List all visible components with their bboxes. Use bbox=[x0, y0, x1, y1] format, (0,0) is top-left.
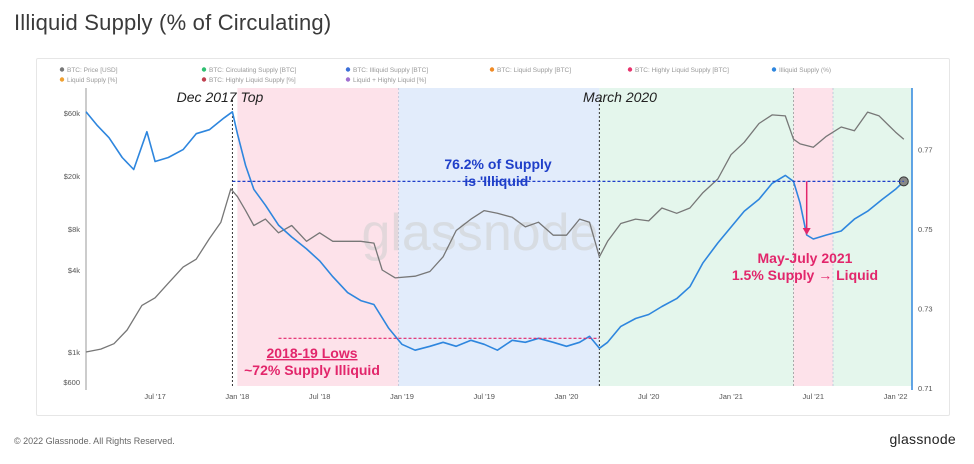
x-tick-label: Jan '19 bbox=[390, 392, 414, 401]
legend-item-label: BTC: Highly Liquid Supply [BTC] bbox=[635, 67, 729, 74]
series-line-btc-price-usd- bbox=[85, 111, 905, 353]
legend-marker bbox=[771, 67, 777, 72]
legend-item-label: Illiquid Supply (%) bbox=[779, 67, 831, 74]
legend-marker bbox=[489, 67, 495, 72]
page-title: Illiquid Supply (% of Circulating) bbox=[14, 10, 332, 35]
legend-item-label: Liquid Supply [%] bbox=[67, 77, 117, 84]
x-tick-label: Jan '20 bbox=[554, 392, 578, 401]
legend-item-label: BTC: Liquid Supply [BTC] bbox=[497, 67, 571, 74]
x-tick-label: Jan '18 bbox=[225, 392, 249, 401]
annotation-supply_762-line-0: 76.2% of Supply bbox=[444, 156, 552, 172]
y-left-tick-label: $1k bbox=[68, 348, 80, 357]
shaded-region-4 bbox=[833, 88, 912, 386]
axes: Jul '17 Jan '18 Jul '18 Jan '19 Jul '19 Jan '… bbox=[63, 109, 932, 401]
y-left-tick-label: $8k bbox=[68, 225, 80, 234]
mayjuly-arrow-head bbox=[802, 228, 811, 236]
event-lines: Dec 2017 Top March 2020 bbox=[85, 88, 913, 390]
series-line-illiquid-supply- bbox=[85, 111, 905, 352]
annotation-supply_762-line-1: is 'Illiquid' bbox=[464, 173, 531, 189]
x-tick-label: Jul '21 bbox=[803, 392, 824, 401]
annotation-mayjuly-line-1: 1.5% Supply → Liquid bbox=[732, 267, 878, 283]
reference-lines bbox=[232, 180, 904, 339]
x-tick-label: Jan '22 bbox=[884, 392, 908, 401]
x-tick-label: Jul '19 bbox=[473, 392, 494, 401]
x-tick-label: Jan '21 bbox=[719, 392, 743, 401]
event-label-0: Dec 2017 Top bbox=[177, 89, 264, 105]
legend-marker bbox=[345, 67, 351, 72]
legend-marker bbox=[201, 67, 207, 72]
shaded-region-0 bbox=[237, 88, 399, 386]
legend-marker bbox=[201, 77, 207, 82]
y-left-tick-label: $600 bbox=[63, 378, 80, 387]
legend-marker bbox=[59, 77, 65, 82]
x-tick-label: Jul '20 bbox=[638, 392, 659, 401]
shaded-region-3 bbox=[793, 88, 834, 386]
annotation-mayjuly-line-0: May-July 2021 bbox=[758, 250, 853, 266]
legend-item-label: BTC: Illiquid Supply [BTC] bbox=[353, 67, 428, 74]
y-left-tick-label: $4k bbox=[68, 266, 80, 275]
legend-marker bbox=[627, 67, 633, 72]
legend-item-label: BTC: Circulating Supply [BTC] bbox=[209, 67, 297, 74]
legend-marker bbox=[59, 67, 65, 72]
legend-marker bbox=[345, 77, 351, 82]
event-label-1: March 2020 bbox=[583, 89, 657, 105]
copyright-footer: © 2022 Glassnode. All Rights Reserved. bbox=[14, 436, 175, 446]
legend-item-label: Liquid + Highly Liquid [%] bbox=[353, 77, 426, 84]
brand-logo: glassnode bbox=[889, 431, 956, 447]
shaded-regions bbox=[237, 88, 912, 386]
x-tick-label: Jul '18 bbox=[309, 392, 330, 401]
y-right-tick-label: 0.73 bbox=[918, 305, 933, 314]
legend-item-label: BTC: Price [USD] bbox=[67, 67, 118, 74]
y-left-tick-label: $60k bbox=[64, 109, 81, 118]
chart-frame bbox=[36, 58, 950, 416]
y-left-tick-label: $20k bbox=[64, 172, 81, 181]
y-right-tick-label: 0.77 bbox=[918, 146, 933, 155]
legend: BTC: Price [USD] BTC: Circulating Supply … bbox=[59, 67, 831, 84]
legend-item-label: BTC: Highly Liquid Supply [%] bbox=[209, 77, 296, 84]
annotation-lows-line-0: 2018-19 Lows bbox=[266, 345, 357, 361]
shaded-region-2 bbox=[599, 88, 794, 386]
y-right-tick-label: 0.75 bbox=[918, 225, 933, 234]
annotation-lows-line-1: ~72% Supply Illiquid bbox=[244, 362, 380, 378]
shaded-region-1 bbox=[398, 88, 600, 386]
x-tick-label: Jul '17 bbox=[144, 392, 165, 401]
y-right-tick-label: 0.71 bbox=[918, 384, 933, 393]
